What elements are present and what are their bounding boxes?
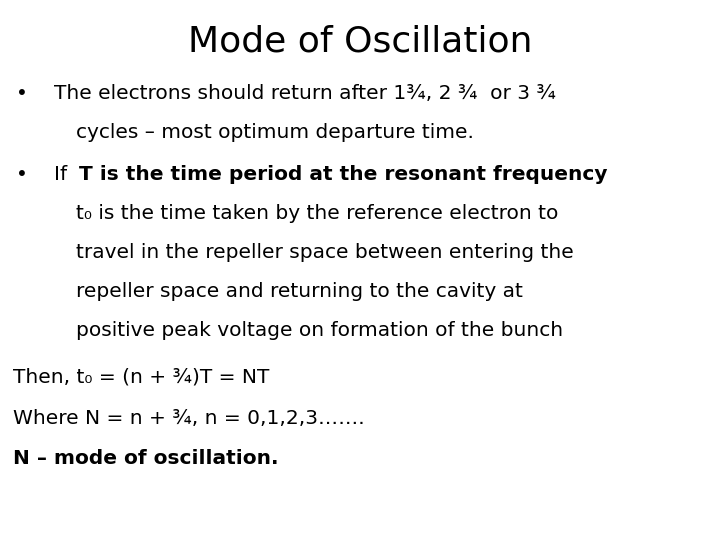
Text: •: • [16, 165, 27, 184]
Text: positive peak voltage on formation of the bunch: positive peak voltage on formation of th… [76, 321, 563, 340]
Text: Where N = n + ¾, n = 0,1,2,3…….: Where N = n + ¾, n = 0,1,2,3……. [13, 409, 364, 428]
Text: Mode of Oscillation: Mode of Oscillation [188, 24, 532, 58]
Text: travel in the repeller space between entering the: travel in the repeller space between ent… [76, 243, 573, 262]
Text: cycles – most optimum departure time.: cycles – most optimum departure time. [76, 123, 474, 141]
Text: T is the time period at the resonant frequency: T is the time period at the resonant fre… [79, 165, 608, 184]
Text: repeller space and returning to the cavity at: repeller space and returning to the cavi… [76, 282, 523, 301]
Text: If: If [54, 165, 73, 184]
Text: Then, t₀ = (n + ¾)T = NT: Then, t₀ = (n + ¾)T = NT [13, 368, 269, 387]
Text: •: • [16, 84, 27, 103]
Text: t₀ is the time taken by the reference electron to: t₀ is the time taken by the reference el… [76, 204, 558, 223]
Text: The electrons should return after 1¾, 2 ¾  or 3 ¾: The electrons should return after 1¾, 2 … [54, 84, 556, 103]
Text: N – mode of oscillation.: N – mode of oscillation. [13, 449, 279, 469]
